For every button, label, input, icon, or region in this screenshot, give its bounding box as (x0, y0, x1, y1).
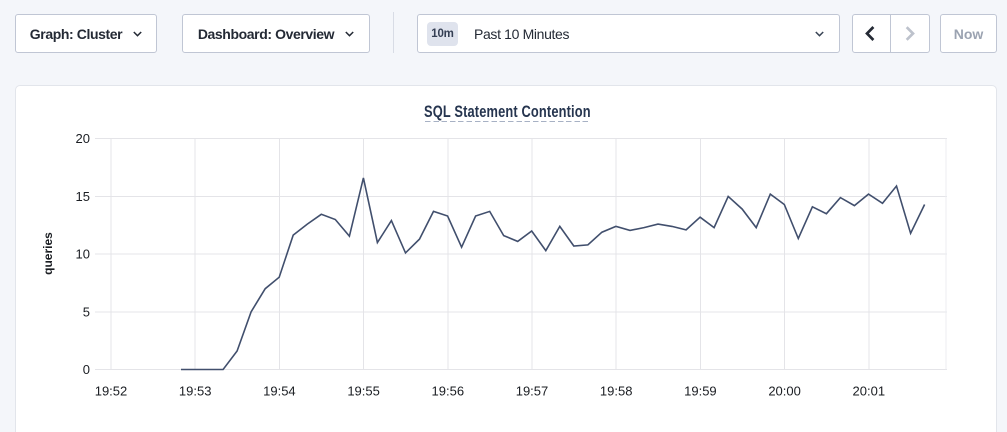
svg-text:19:52: 19:52 (95, 384, 128, 399)
svg-text:19:54: 19:54 (263, 384, 296, 399)
svg-text:19:59: 19:59 (684, 384, 717, 399)
svg-text:19:58: 19:58 (600, 384, 633, 399)
svg-text:queries: queries (41, 232, 55, 275)
svg-text:20:01: 20:01 (853, 384, 886, 399)
svg-text:19:53: 19:53 (179, 384, 212, 399)
svg-text:0: 0 (83, 362, 90, 377)
svg-text:10: 10 (76, 247, 90, 262)
svg-text:19:56: 19:56 (432, 384, 465, 399)
svg-text:15: 15 (76, 189, 90, 204)
svg-text:20:00: 20:00 (768, 384, 801, 399)
svg-text:19:55: 19:55 (347, 384, 380, 399)
svg-text:5: 5 (83, 304, 90, 319)
svg-text:19:57: 19:57 (516, 384, 549, 399)
svg-text:20: 20 (76, 131, 90, 146)
